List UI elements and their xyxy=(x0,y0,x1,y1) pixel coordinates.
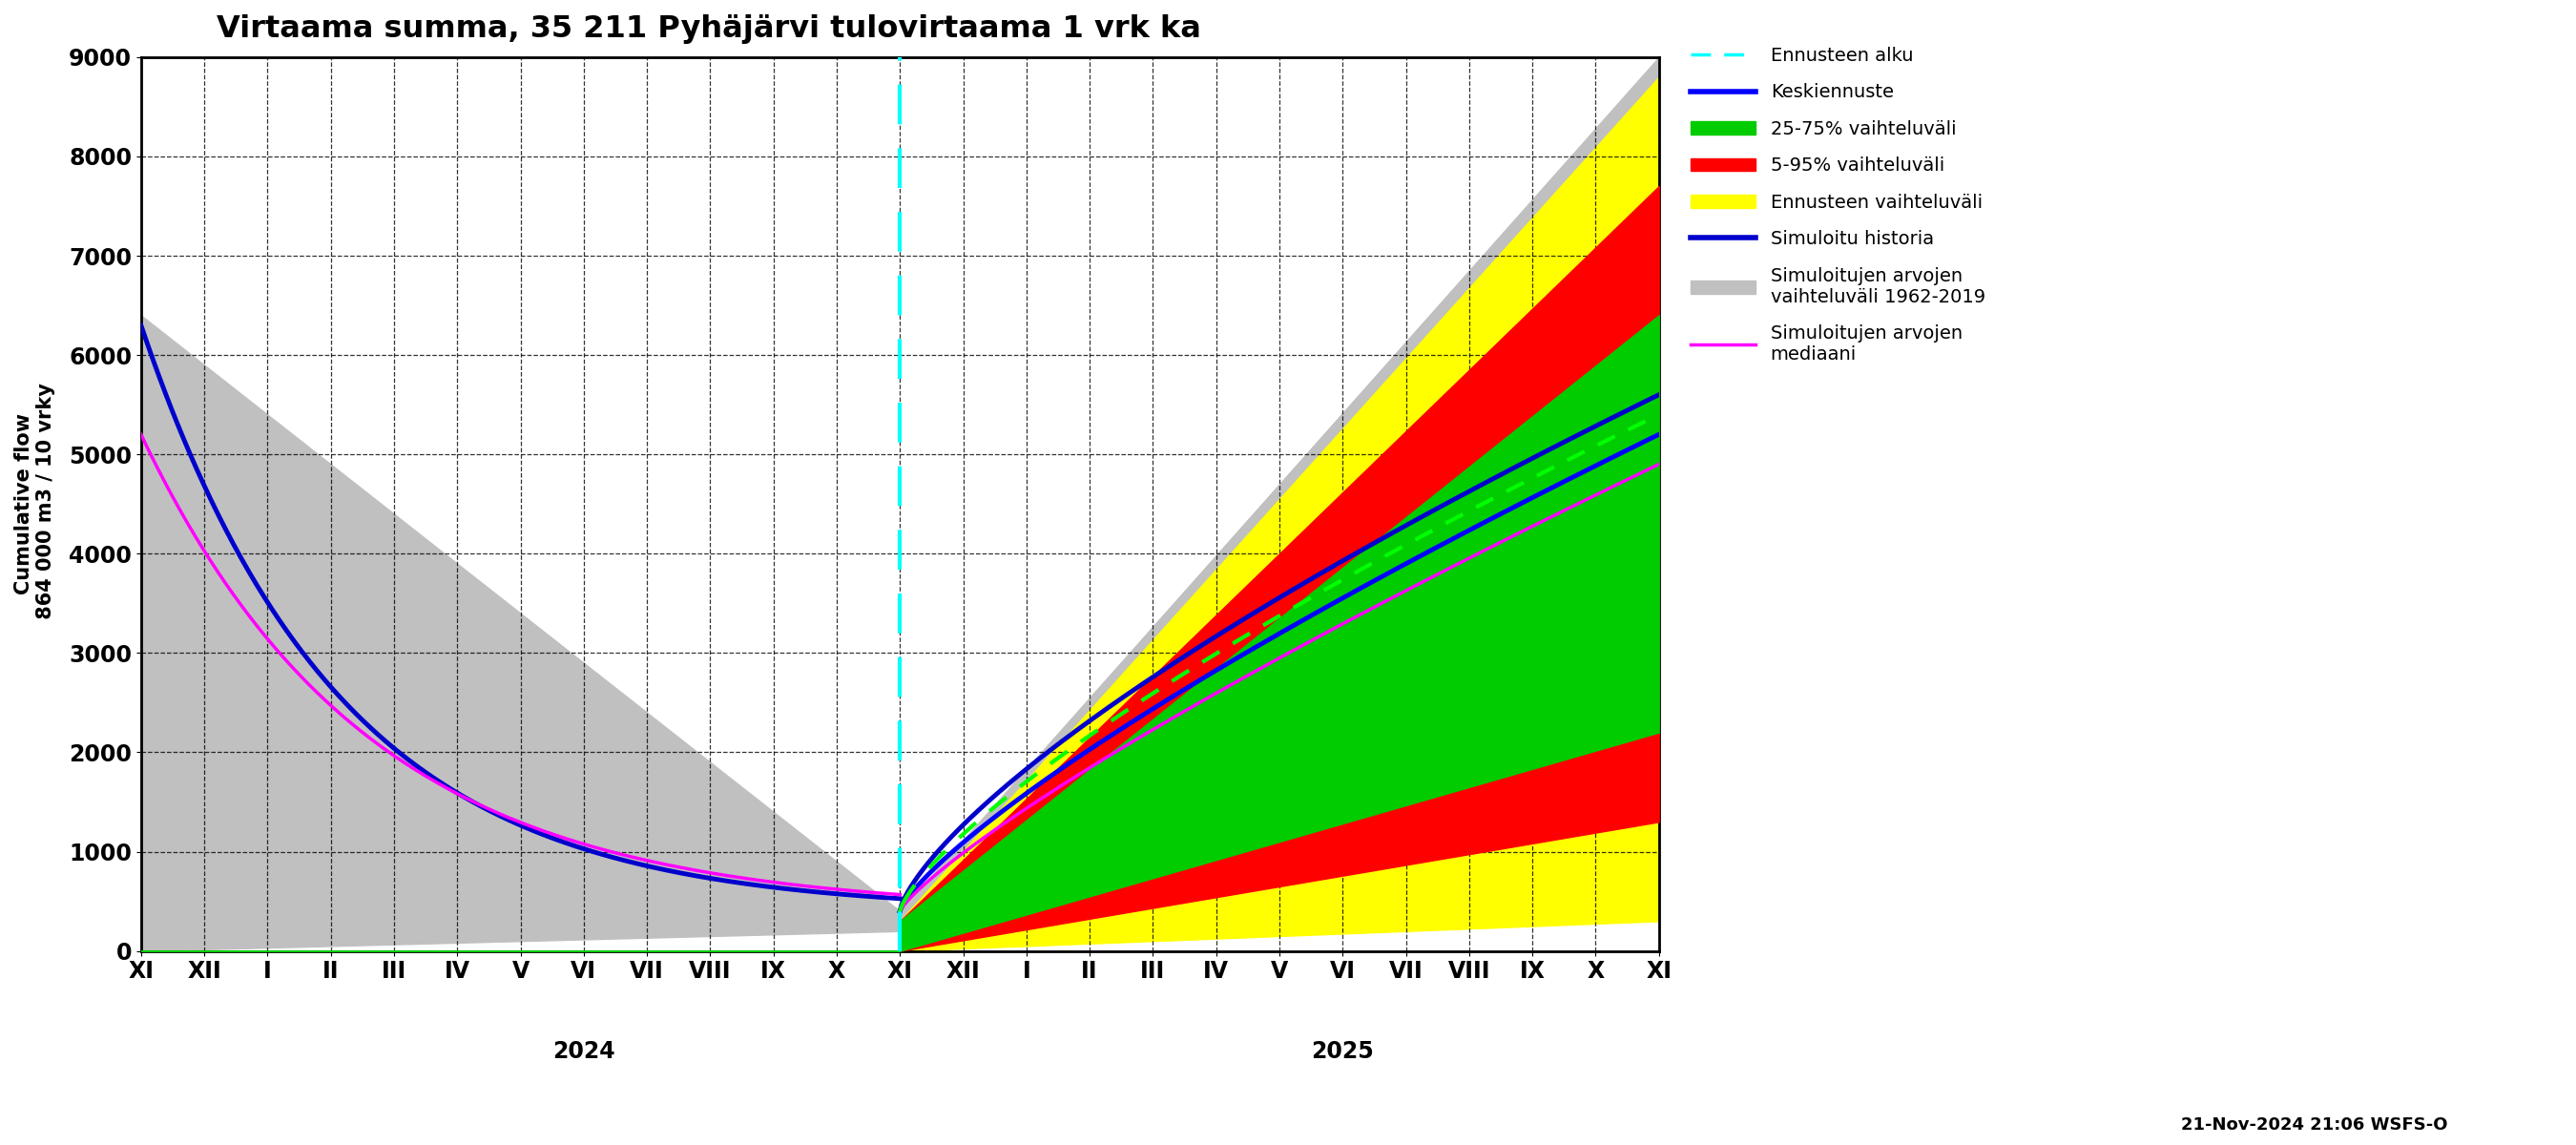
Text: 21-Nov-2024 21:06 WSFS-O: 21-Nov-2024 21:06 WSFS-O xyxy=(2179,1116,2447,1134)
Legend: Ennusteen alku, Keskiennuste, 25-75% vaihteluväli, 5-95% vaihteluväli, Ennusteen: Ennusteen alku, Keskiennuste, 25-75% vai… xyxy=(1682,39,1994,371)
Y-axis label: Cumulative flow
 864 000 m3 / 10 vrky: Cumulative flow 864 000 m3 / 10 vrky xyxy=(15,382,57,625)
Text: 2025: 2025 xyxy=(1311,1041,1373,1064)
Text: 2024: 2024 xyxy=(551,1041,616,1064)
Text: Virtaama summa, 35 211 Pyhäjärvi tulovirtaama 1 vrk ka: Virtaama summa, 35 211 Pyhäjärvi tulovir… xyxy=(216,14,1200,44)
